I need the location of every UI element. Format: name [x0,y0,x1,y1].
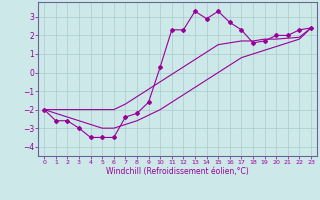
X-axis label: Windchill (Refroidissement éolien,°C): Windchill (Refroidissement éolien,°C) [106,167,249,176]
